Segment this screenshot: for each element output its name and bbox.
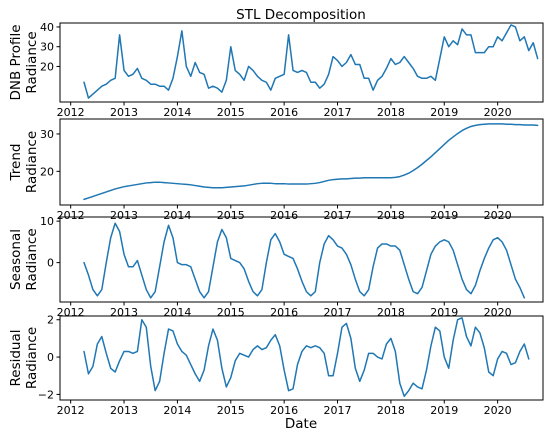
y-axis-label-line-trend-0: Trend: [8, 144, 24, 182]
x-tick-label-seasonal-2016: 2016: [270, 306, 298, 319]
y-axis-label-line-seasonal-0: Seasonal: [8, 229, 24, 290]
x-tick-label-trend-2018: 2018: [377, 209, 405, 222]
x-tick-label-trend-2019: 2019: [430, 209, 458, 222]
x-tick-label-residual-2015: 2015: [217, 404, 245, 417]
x-tick-label-seasonal-2013: 2013: [110, 306, 138, 319]
x-tick-label-residual-2018: 2018: [377, 404, 405, 417]
y-axis-label-observed: DNB ProfileRadiance: [8, 24, 40, 100]
x-tick-label-observed-2012: 2012: [57, 106, 85, 119]
y-tick-label-observed-2: 40: [40, 21, 54, 34]
y-tick-label-residual-0: −2: [38, 388, 54, 401]
y-axis-label-trend: TrendRadiance: [8, 131, 40, 193]
axes-frame-trend: [59, 118, 544, 206]
x-tick-label-residual-2020: 2020: [484, 404, 512, 417]
x-tick-label-residual-2017: 2017: [324, 404, 352, 417]
x-tick-label-residual-2016: 2016: [270, 404, 298, 417]
x-tick-label-residual-2013: 2013: [110, 404, 138, 417]
x-tick-label-trend-2020: 2020: [484, 209, 512, 222]
x-tick-label-observed-2018: 2018: [377, 106, 405, 119]
x-tick-label-observed-2020: 2020: [484, 106, 512, 119]
x-tick-label-seasonal-2017: 2017: [324, 306, 352, 319]
x-tick-label-observed-2014: 2014: [163, 106, 191, 119]
y-axis-label-line-observed-0: DNB Profile: [8, 24, 24, 100]
y-tick-label-seasonal-2: 10: [40, 215, 54, 228]
x-tick-label-residual-2014: 2014: [163, 404, 191, 417]
x-tick-label-trend-2014: 2014: [163, 209, 191, 222]
x-tick-label-observed-2015: 2015: [217, 106, 245, 119]
panel-trend: 2012 2013 2014 2015 2016 2017 2018 2019 20202030…: [8, 118, 544, 222]
panels-group: 2012 2013 2014 2015 2016 2017 2018 2019 20202030…: [8, 21, 544, 417]
x-tick-label-observed-2013: 2013: [110, 106, 138, 119]
series-line-observed: [83, 24, 539, 99]
series-line-residual: [83, 317, 530, 398]
y-axis-label-line-trend-1: Radiance: [24, 131, 40, 193]
panel-residual: 2012 2013 2014 2015 2016 2017 2018 2019 2020 −2 0 2…: [8, 314, 544, 417]
y-axis-label-residual: ResidualRadiance: [8, 327, 40, 389]
y-tick-label-residual-2: 2: [47, 314, 54, 327]
series-line-seasonal: [83, 222, 526, 299]
x-tick-label-trend-2015: 2015: [217, 209, 245, 222]
x-axis-label: Date: [285, 416, 317, 432]
x-tick-label-residual-2019: 2019: [430, 404, 458, 417]
y-axis-label-seasonal: SeasonalRadiance: [8, 228, 40, 290]
x-tick-label-seasonal-2018: 2018: [377, 306, 405, 319]
x-tick-label-trend-2017: 2017: [324, 209, 352, 222]
x-tick-label-seasonal-2015: 2015: [217, 306, 245, 319]
x-tick-label-trend-2016: 2016: [270, 209, 298, 222]
y-axis-label-line-observed-1: Radiance: [24, 31, 40, 93]
panel-seasonal: 2012 2013 2014 2015 2016 2017 2018 2019 2020010S…: [8, 215, 544, 319]
axes-frame-observed: [59, 22, 544, 103]
x-tick-label-observed-2019: 2019: [430, 106, 458, 119]
chart-title: STL Decomposition: [236, 7, 366, 23]
x-tick-label-seasonal-2014: 2014: [163, 306, 191, 319]
x-tick-label-seasonal-2020: 2020: [484, 306, 512, 319]
y-tick-label-residual-1: 0: [47, 351, 54, 364]
y-axis-label-line-seasonal-1: Radiance: [24, 228, 40, 290]
x-tick-label-seasonal-2019: 2019: [430, 306, 458, 319]
y-tick-label-trend-0: 20: [40, 165, 54, 178]
y-axis-label-line-residual-1: Radiance: [24, 327, 40, 389]
panel-observed: 2012 2013 2014 2015 2016 2017 2018 2019 20202030…: [8, 21, 544, 119]
axes-frame-residual: [59, 315, 544, 401]
x-tick-label-seasonal-2012: 2012: [57, 306, 85, 319]
y-tick-label-seasonal-1: 0: [47, 257, 54, 270]
x-tick-label-observed-2016: 2016: [270, 106, 298, 119]
series-line-trend: [83, 123, 539, 201]
y-axis-label-line-residual-0: Residual: [8, 329, 24, 386]
y-tick-label-observed-1: 30: [40, 41, 54, 54]
x-tick-label-observed-2017: 2017: [324, 106, 352, 119]
x-tick-label-trend-2012: 2012: [57, 209, 85, 222]
x-tick-label-trend-2013: 2013: [110, 209, 138, 222]
x-tick-label-residual-2012: 2012: [57, 404, 85, 417]
y-tick-label-trend-1: 30: [40, 128, 54, 141]
axes-frame-seasonal: [59, 216, 544, 303]
y-tick-label-observed-0: 20: [40, 60, 54, 73]
